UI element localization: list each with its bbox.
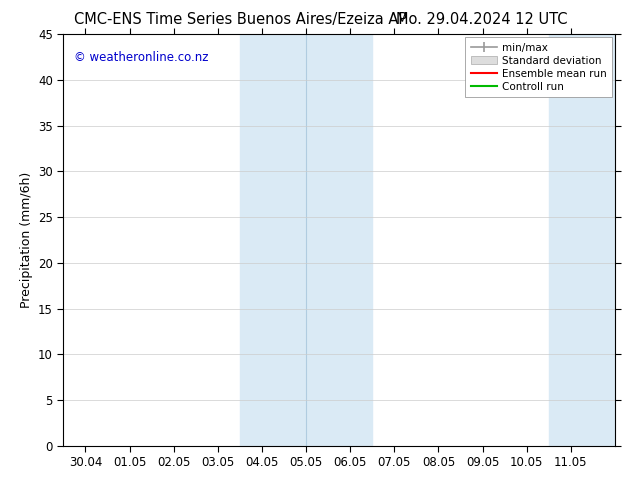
Text: © weatheronline.co.nz: © weatheronline.co.nz bbox=[74, 51, 209, 64]
Text: CMC-ENS Time Series Buenos Aires/Ezeiza AP: CMC-ENS Time Series Buenos Aires/Ezeiza … bbox=[74, 12, 408, 27]
Bar bbox=[284, 34, 372, 446]
Bar bbox=[549, 34, 634, 446]
Text: Mo. 29.04.2024 12 UTC: Mo. 29.04.2024 12 UTC bbox=[396, 12, 567, 27]
Y-axis label: Precipitation (mm/6h): Precipitation (mm/6h) bbox=[20, 172, 32, 308]
Legend: min/max, Standard deviation, Ensemble mean run, Controll run: min/max, Standard deviation, Ensemble me… bbox=[465, 37, 612, 97]
Bar bbox=[240, 34, 284, 446]
